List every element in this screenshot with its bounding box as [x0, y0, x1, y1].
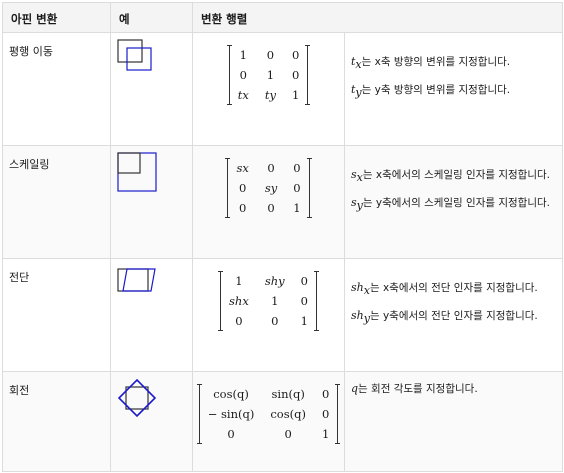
shear-example-icon: [117, 268, 156, 292]
description-line: sy는 y축에서의 스케일링 인자를 지정합니다.: [351, 196, 550, 213]
matrix-cell: 1: [239, 48, 247, 62]
matrix-cell: 0: [293, 161, 301, 175]
header-transform: 아핀 변환: [2, 2, 111, 33]
description-line: shx는 x축에서의 전단 인자를 지정합니다.: [351, 281, 538, 298]
translate-example-icon: [117, 39, 152, 71]
matrix-cell: 1: [321, 427, 330, 441]
matrix-cell: 0: [227, 427, 235, 441]
transform-name: 평행 이동: [2, 32, 111, 146]
rotation-matrix: cos(q) sin(q) 0 − sin(q) cos(q) 0 0 0 1: [193, 384, 344, 444]
header-matrix: 변환 행렬: [191, 2, 564, 33]
matrix-cell: 0: [239, 68, 247, 82]
matrix-cell: 0: [321, 407, 330, 421]
matrix-cell: 1: [235, 274, 243, 288]
matrix-cell: − sin(q): [207, 407, 255, 421]
table-row: 회전 cos(q) sin(q) 0 − sin(q) cos(q) 0 0 0 1: [2, 371, 564, 472]
description: shx는 x축에서의 전단 인자를 지정합니다. shy는 y축에서의 전단 인…: [343, 258, 564, 372]
matrix-cell: 0: [321, 387, 330, 401]
description-line: q는 회전 각도를 지정합니다.: [351, 382, 478, 395]
matrix-cell: shy: [264, 274, 285, 288]
scaling-matrix: sx 0 0 0 sy 0 0 0 1: [193, 158, 344, 218]
matrix-cell: 0: [238, 201, 247, 215]
header-row: 아핀 변환 예 변환 행렬: [2, 2, 564, 33]
matrix-cell: ty: [264, 88, 276, 102]
transform-name: 전단: [2, 258, 111, 372]
matrix-cell: 1: [271, 294, 279, 308]
matrix-cell: 0: [300, 294, 308, 308]
matrix-cell: 0: [284, 427, 292, 441]
matrix-cell: 1: [291, 88, 300, 102]
description-line: shy는 y축에서의 전단 인자를 지정합니다.: [351, 309, 538, 326]
matrix-cell: sin(q): [271, 387, 305, 401]
transform-name: 회전: [2, 371, 111, 472]
matrix-cell: cos(q): [213, 387, 249, 401]
matrix-cell: sx: [236, 161, 249, 175]
matrix-cell: cos(q): [270, 407, 306, 421]
matrix-cell: 0: [293, 181, 301, 195]
matrix-cell: 0: [235, 314, 243, 328]
matrix-cell: 0: [300, 274, 308, 288]
matrix-cell: 1: [300, 314, 308, 328]
matrix-cell: 0: [238, 181, 247, 195]
table-row: 평행 이동 1 0 0 0 1 0 tx ty 1: [2, 32, 564, 146]
transform-name: 스케일링: [2, 145, 111, 259]
description-line: sx는 x축에서의 스케일링 인자를 지정합니다.: [351, 168, 550, 185]
rotate-example-icon: [117, 378, 157, 418]
translation-matrix: 1 0 0 0 1 0 tx ty 1: [193, 45, 344, 105]
description: q는 회전 각도를 지정합니다.: [343, 371, 564, 472]
matrix-cell: 0: [291, 48, 300, 62]
matrix-cell: 0: [267, 161, 275, 175]
table-row: 전단 1 shy 0 shx 1 0 0 0 1: [2, 258, 564, 372]
scale-example-icon: [117, 152, 157, 192]
header-example: 예: [110, 2, 193, 33]
description: tx는 x축 방향의 변위를 지정합니다. ty는 y축 방향의 변위를 지정합…: [343, 32, 564, 146]
matrix-cell: shx: [229, 294, 249, 308]
matrix-cell: 0: [291, 68, 300, 82]
matrix-cell: 1: [293, 201, 301, 215]
shear-matrix: 1 shy 0 shx 1 0 0 0 1: [193, 271, 344, 331]
table-row: 스케일링 sx 0 0 0 sy 0 0 0 1: [2, 145, 564, 259]
description-line: tx는 x축 방향의 변위를 지정합니다.: [351, 55, 511, 72]
matrix-cell: 0: [266, 48, 275, 62]
matrix-cell: 0: [271, 314, 279, 328]
matrix-cell: 0: [267, 201, 275, 215]
matrix-cell: tx: [237, 88, 249, 102]
matrix-cell: sy: [264, 181, 278, 195]
description: sx는 x축에서의 스케일링 인자를 지정합니다. sy는 y축에서의 스케일링…: [343, 145, 564, 259]
description-line: ty는 y축 방향의 변위를 지정합니다.: [351, 83, 511, 100]
matrix-cell: 1: [266, 68, 275, 82]
